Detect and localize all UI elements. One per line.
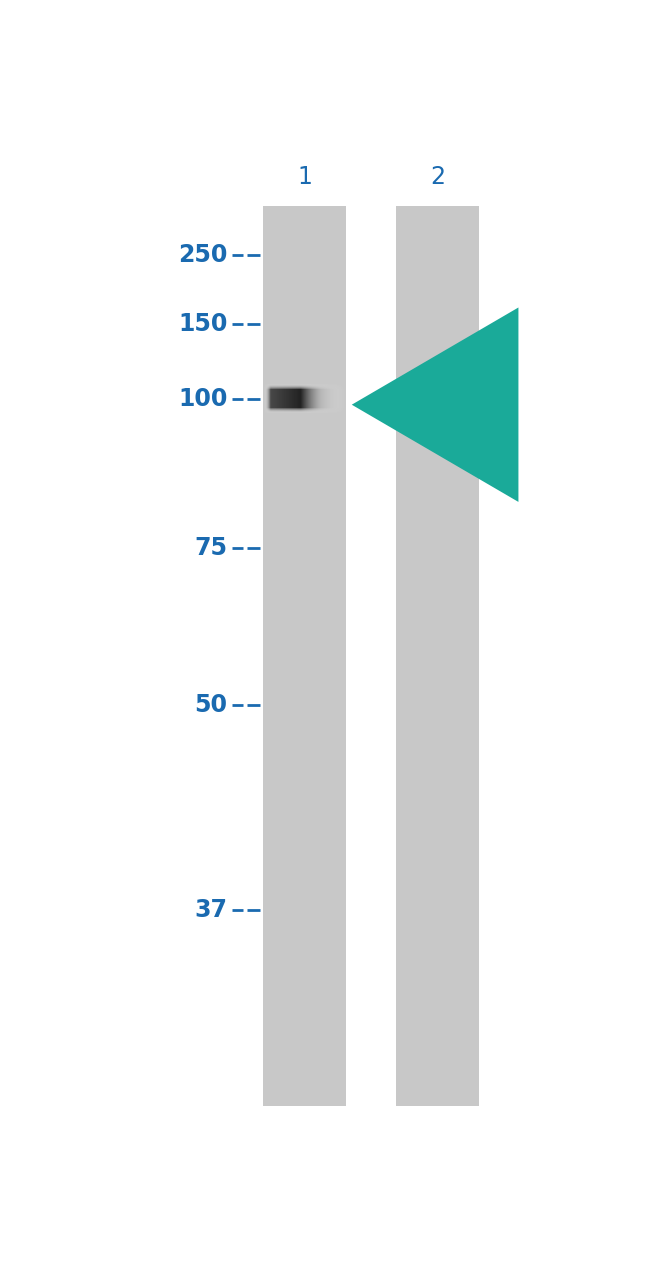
Text: 50: 50 bbox=[194, 693, 228, 716]
Bar bbox=[396, 206, 479, 1106]
Text: 150: 150 bbox=[178, 311, 228, 335]
Text: 100: 100 bbox=[178, 387, 228, 410]
Text: 75: 75 bbox=[194, 536, 228, 560]
Text: 37: 37 bbox=[194, 898, 228, 922]
Bar bbox=[263, 206, 346, 1106]
Text: 250: 250 bbox=[178, 243, 228, 267]
Text: 1: 1 bbox=[297, 165, 312, 189]
Text: 2: 2 bbox=[430, 165, 445, 189]
